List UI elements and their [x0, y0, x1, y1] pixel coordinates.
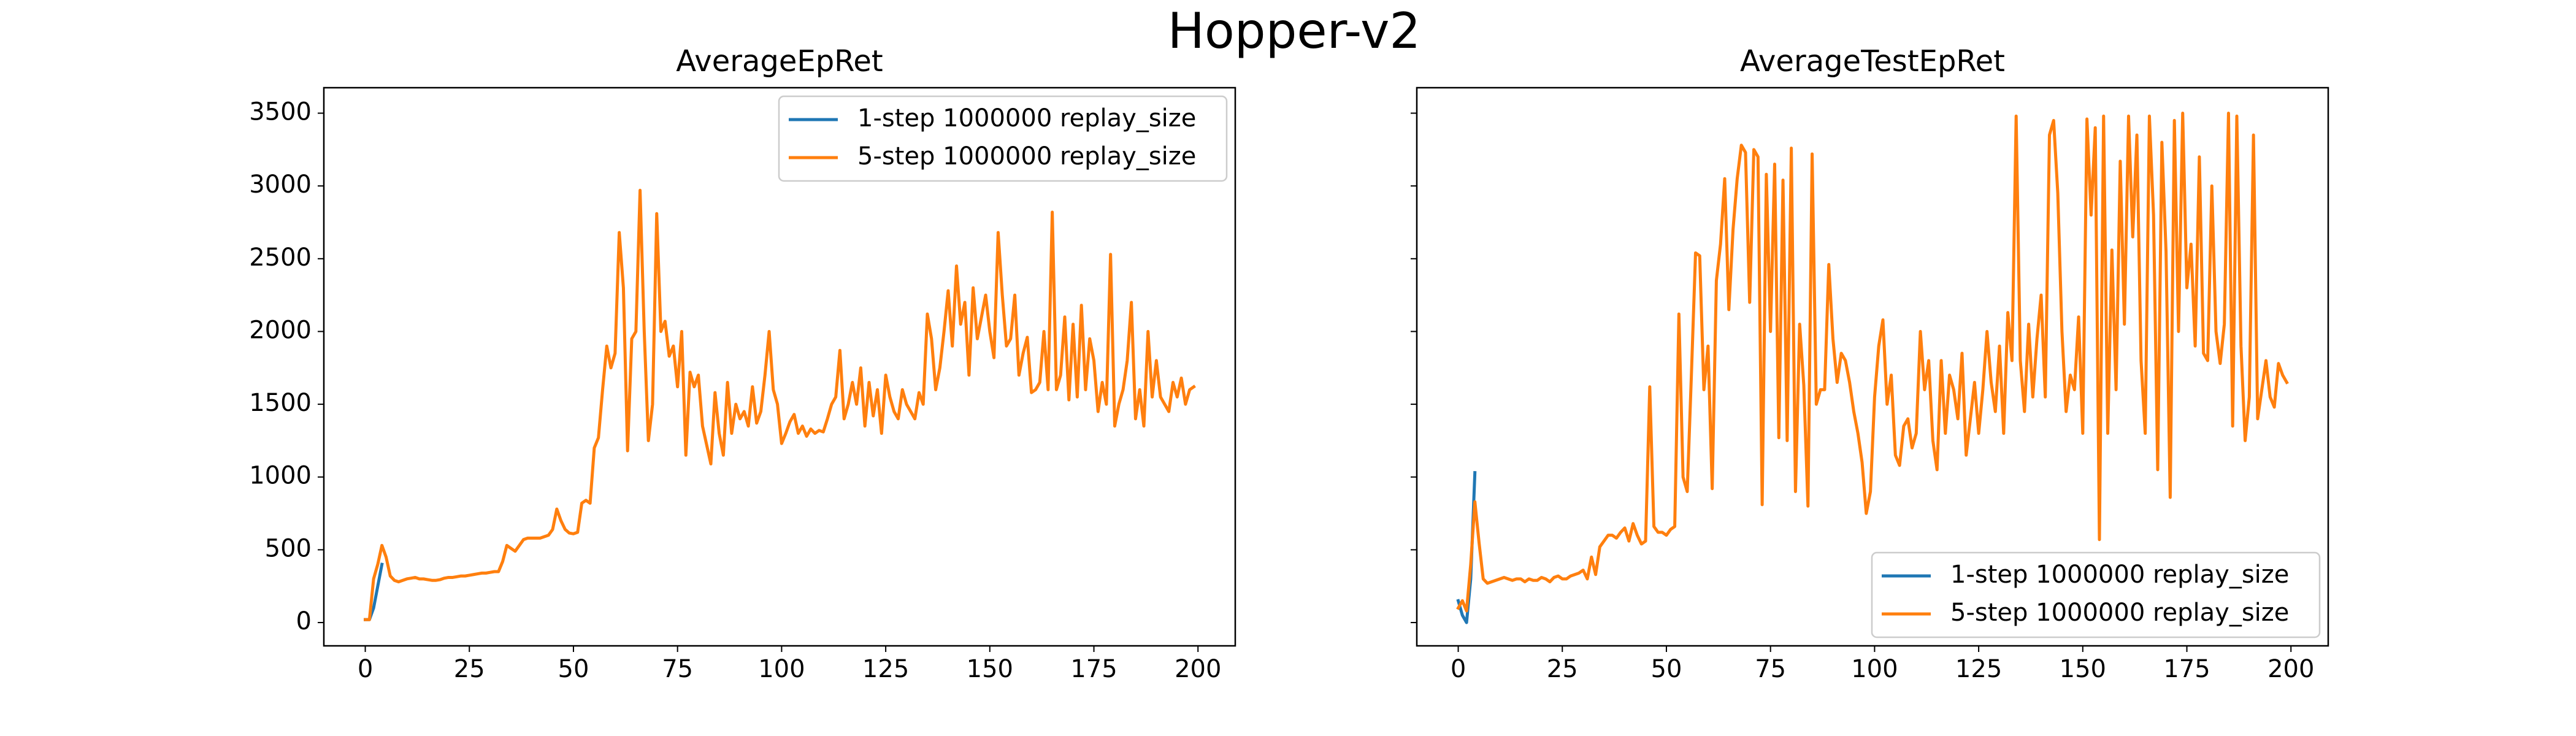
legend-label: 5-step 1000000 replay_size	[1950, 599, 2289, 627]
x-tick-label: 175	[2163, 655, 2210, 683]
x-tick-label: 200	[2267, 655, 2314, 683]
y-tick-label: 0	[296, 607, 312, 635]
x-tick-label: 0	[1451, 655, 1466, 683]
y-tick-label: 1500	[249, 389, 312, 417]
axes-frame	[1416, 86, 2329, 647]
x-tick-label: 0	[358, 655, 373, 683]
y-tick-label: 2500	[249, 243, 312, 272]
x-tick-label: 75	[1755, 655, 1786, 683]
subplot-title: AverageTestEpRet	[1740, 44, 2005, 79]
legend-label: 5-step 1000000 replay_size	[857, 142, 1196, 171]
y-tick-label: 2000	[249, 316, 312, 344]
y-tick-label: 3000	[249, 171, 312, 199]
x-tick-label: 25	[454, 655, 485, 683]
y-tick-label: 3500	[249, 98, 312, 126]
x-tick-label: 200	[1175, 655, 1221, 683]
x-tick-label: 125	[862, 655, 909, 683]
subplot-title: AverageEpRet	[676, 44, 883, 79]
legend-box	[1871, 551, 2321, 638]
y-tick-label: 500	[265, 534, 312, 562]
figure-title: Hopper-v2	[1168, 2, 1421, 59]
x-tick-label: 150	[967, 655, 1013, 683]
x-tick-label: 150	[2060, 655, 2106, 683]
legend-label: 1-step 1000000 replay_size	[1950, 561, 2289, 589]
data-line	[364, 188, 1196, 621]
axes-frame	[323, 86, 1236, 647]
x-tick-label: 75	[662, 655, 693, 683]
y-tick-label: 1000	[249, 462, 312, 490]
x-tick-label: 50	[1651, 655, 1682, 683]
x-tick-label: 100	[758, 655, 805, 683]
x-tick-label: 175	[1070, 655, 1117, 683]
legend-box	[778, 95, 1228, 182]
x-tick-label: 25	[1547, 655, 1578, 683]
legend-label: 1-step 1000000 replay_size	[857, 104, 1196, 132]
x-tick-label: 100	[1851, 655, 1898, 683]
x-tick-label: 50	[558, 655, 589, 683]
x-tick-label: 125	[1955, 655, 2002, 683]
data-line	[1456, 112, 2289, 613]
